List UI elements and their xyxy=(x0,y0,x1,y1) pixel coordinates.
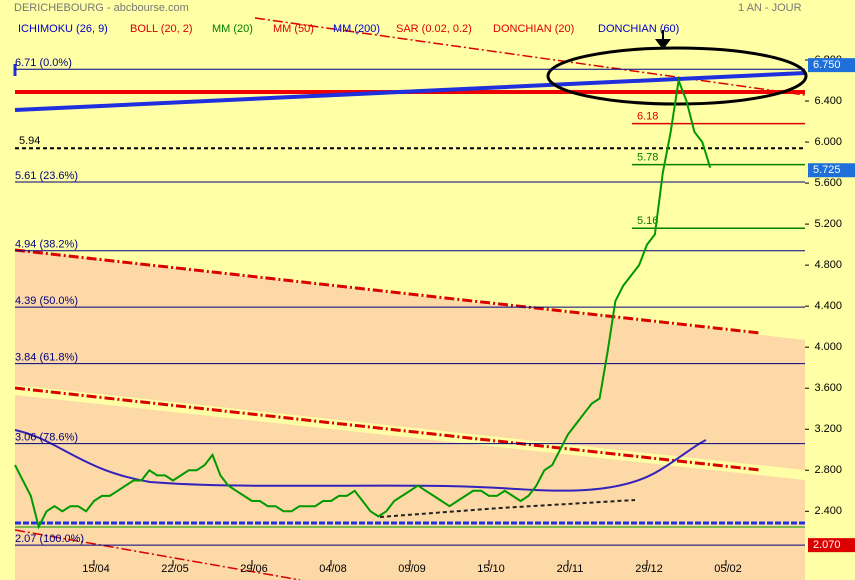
fib-label: 4.39 (50.0%) xyxy=(15,295,78,307)
fib-label: 5.61 (23.6%) xyxy=(15,170,78,182)
levels: 6.71 (0.0%) 5.61 (23.6%) 4.94 (38.2%) 4.39 … xyxy=(15,57,805,546)
x-tick-label: 29/12 xyxy=(635,563,663,575)
y-tick-label: 3.200 xyxy=(814,423,842,435)
price-tag xyxy=(808,58,855,73)
indicator-label: ICHIMOKU (26, 9) xyxy=(18,23,108,35)
axis: 2.400 2.800 3.200 3.600 4.000 4.400 4.800 5.200… xyxy=(82,54,855,575)
fib-label: 3.84 (61.8%) xyxy=(15,351,78,363)
y-tick-label: 5.200 xyxy=(814,218,842,230)
level-label: 5.94 xyxy=(19,135,40,147)
y-tick-label: 4.000 xyxy=(814,341,842,353)
level-label: 5.78 xyxy=(637,152,658,164)
x-tick-label: 22/05 xyxy=(161,563,189,575)
level-label: 5.16 xyxy=(637,215,658,227)
sar-line xyxy=(379,499,636,518)
x-tick-label: 09/09 xyxy=(398,563,426,575)
price-tag-label: 2.070 xyxy=(813,539,841,551)
price-tag-label: 5.725 xyxy=(813,164,841,176)
trend-line-blue xyxy=(14,71,806,112)
y-tick-label: 6.400 xyxy=(814,95,842,107)
period: 1 AN - JOUR xyxy=(738,2,802,14)
moving-average xyxy=(14,429,707,492)
x-tick-label: 29/06 xyxy=(240,563,268,575)
y-tick-label: 2.800 xyxy=(814,464,842,476)
y-tick-label: 2.400 xyxy=(814,505,842,517)
y-tick-label: 6.000 xyxy=(814,136,842,148)
indicator-label: DONCHIAN (60) xyxy=(598,23,679,35)
indicator-label: SAR (0.02, 0.2) xyxy=(396,23,472,35)
price-tag-label: 6.750 xyxy=(813,59,841,71)
price-tag xyxy=(808,538,855,553)
fib-label: 4.94 (38.2%) xyxy=(15,239,78,251)
x-tick-label: 15/04 xyxy=(82,563,110,575)
x-tick-label: 05/02 xyxy=(714,563,742,575)
fib-label: 3.06 (78.6%) xyxy=(15,431,78,443)
trend-line xyxy=(14,386,761,472)
lower-band xyxy=(15,505,805,560)
y-tick-label: 4.800 xyxy=(814,259,842,271)
chart-title: DERICHEBOURG - abcbourse.com xyxy=(14,2,189,14)
fib-label: 2.07 (100.0%) xyxy=(15,533,84,545)
trend-line xyxy=(254,17,806,96)
trend-line xyxy=(14,248,761,335)
y-tick-label: 5.600 xyxy=(814,177,842,189)
indicator-label: DONCHIAN (20) xyxy=(493,23,574,35)
x-tick-label: 15/10 xyxy=(477,563,505,575)
trend-line xyxy=(14,529,301,580)
price-line xyxy=(14,76,712,530)
x-tick-label: 04/08 xyxy=(319,563,347,575)
indicator-label: BOLL (20, 2) xyxy=(130,23,193,35)
x-tick-label: 20/11 xyxy=(557,563,584,575)
highlight-ellipse xyxy=(546,46,808,106)
channel-band xyxy=(15,250,805,580)
price xyxy=(14,76,712,530)
price-tag xyxy=(808,163,855,178)
indicator-label: MM (50) xyxy=(273,23,314,35)
y-tick-label: 4.400 xyxy=(814,300,842,312)
y-tick-label: 3.600 xyxy=(814,382,842,394)
fib-label: 6.71 (0.0%) xyxy=(15,57,72,69)
indicator-label: MM (200) xyxy=(333,23,380,35)
level-label: 6.18 xyxy=(637,110,658,122)
indicator-label: MM (20) xyxy=(212,23,253,35)
arrow xyxy=(655,30,671,50)
